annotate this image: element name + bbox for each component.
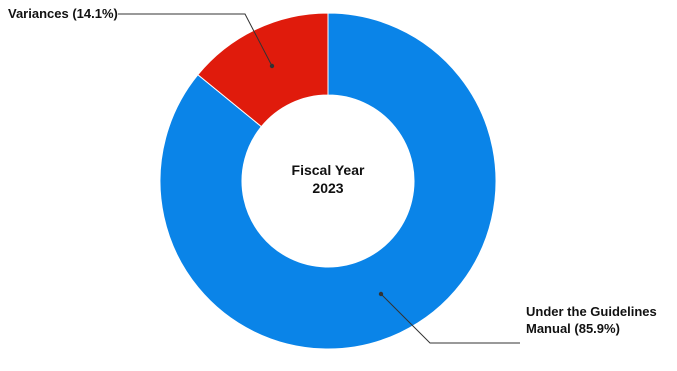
slice-variances <box>197 12 329 128</box>
leader-dot-0 <box>378 291 384 297</box>
center-label-line-1: Fiscal Year <box>292 162 365 178</box>
center-label-line-2: 2023 <box>312 180 343 196</box>
slice-label-0-line-2: Manual (85.9%) <box>526 321 620 336</box>
slice-label-1-line-1: Variances (14.1%) <box>8 6 118 21</box>
leaders-layer <box>118 13 520 344</box>
labels-layer: Under the Guidelines Manual (85.9%) Varian… <box>8 6 657 336</box>
leader-dot-1 <box>269 63 275 69</box>
slice-under-the-guidelines-manual <box>159 12 497 350</box>
center-label: Fiscal Year 2023 <box>292 162 365 196</box>
slices-layer <box>159 12 497 350</box>
slice-label-0-line-1: Under the Guidelines <box>526 304 657 319</box>
leader-line-1 <box>118 13 273 67</box>
leader-line-0 <box>380 293 520 344</box>
